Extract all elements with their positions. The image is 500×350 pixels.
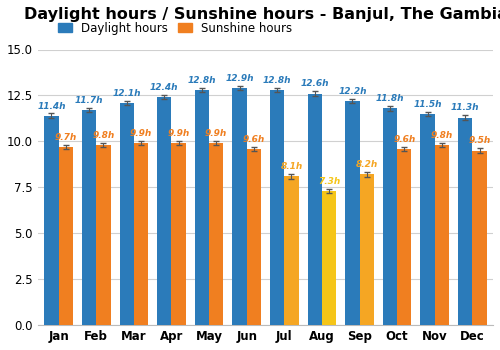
Bar [120,103,134,325]
Bar [345,101,360,325]
Bar [96,145,110,325]
Bar [322,191,336,325]
Bar [58,147,73,325]
Bar [246,149,261,325]
Text: 9.9h: 9.9h [168,129,190,138]
Bar [360,175,374,325]
Bar [383,108,397,325]
Bar [172,143,186,325]
Bar [157,97,172,325]
Text: 9.6h: 9.6h [393,135,415,144]
Bar [435,145,449,325]
Text: 12.4h: 12.4h [150,83,178,92]
Bar [270,90,284,325]
Text: 12.1h: 12.1h [112,89,141,98]
Bar [209,143,224,325]
Bar [82,110,96,325]
Bar [420,114,435,325]
Text: 9.7h: 9.7h [54,133,77,142]
Bar [284,176,298,325]
Bar [458,118,472,325]
Text: 11.7h: 11.7h [75,96,104,105]
Text: 11.3h: 11.3h [451,103,480,112]
Text: 7.3h: 7.3h [318,177,340,186]
Text: 11.8h: 11.8h [376,94,404,103]
Text: 9.5h: 9.5h [468,136,490,146]
Bar [44,116,59,325]
Text: 9.8h: 9.8h [92,131,114,140]
Text: 12.2h: 12.2h [338,87,366,96]
Legend: Daylight hours, Sunshine hours: Daylight hours, Sunshine hours [53,17,297,39]
Bar [134,143,148,325]
Text: 12.6h: 12.6h [300,79,329,89]
Text: 11.4h: 11.4h [37,102,66,111]
Bar [232,88,246,325]
Text: 9.8h: 9.8h [431,131,453,140]
Bar [308,93,322,325]
Text: 8.1h: 8.1h [280,162,302,171]
Text: 11.5h: 11.5h [414,100,442,109]
Text: 12.8h: 12.8h [188,76,216,85]
Text: 9.6h: 9.6h [242,135,265,144]
Text: 12.9h: 12.9h [226,74,254,83]
Bar [472,150,486,325]
Text: 9.9h: 9.9h [205,129,228,138]
Title: Daylight hours / Sunshine hours - Banjul, The Gambia: Daylight hours / Sunshine hours - Banjul… [24,7,500,22]
Bar [397,149,411,325]
Text: 12.8h: 12.8h [263,76,292,85]
Text: 8.2h: 8.2h [356,160,378,169]
Bar [195,90,209,325]
Text: 9.9h: 9.9h [130,129,152,138]
